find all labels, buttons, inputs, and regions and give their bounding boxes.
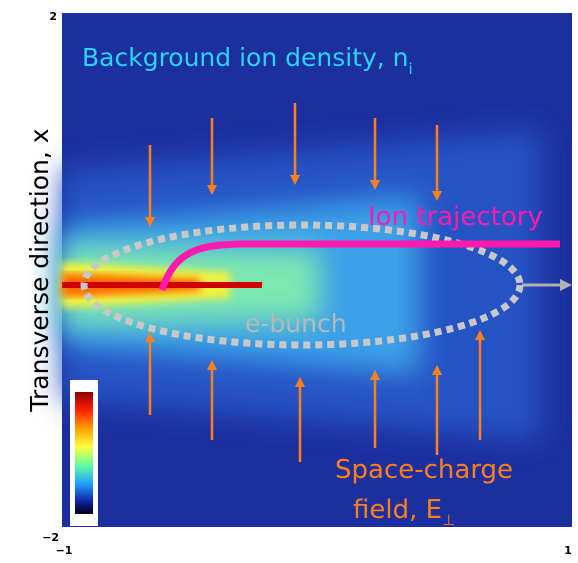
background-label: Background ion density, ni <box>82 43 413 78</box>
bunch-outline <box>80 221 524 349</box>
ion-trajectory <box>158 240 560 292</box>
y-axis-label: Transverse direction, x <box>25 128 54 412</box>
x-tick-label: −1 <box>56 544 73 557</box>
y-tick-label: 2 <box>49 10 57 23</box>
field-arrows <box>145 103 485 462</box>
trajectory-label: Ion trajectory <box>368 202 543 232</box>
x-tick-label: 1 <box>564 544 572 557</box>
bunch-label: e-bunch <box>245 309 347 338</box>
y-tick-label: −2 <box>42 531 59 544</box>
heatmap <box>62 13 572 527</box>
field-label: field, E⊥ <box>353 495 455 529</box>
field-label: Space-charge <box>335 455 513 485</box>
colorbar <box>70 380 98 526</box>
